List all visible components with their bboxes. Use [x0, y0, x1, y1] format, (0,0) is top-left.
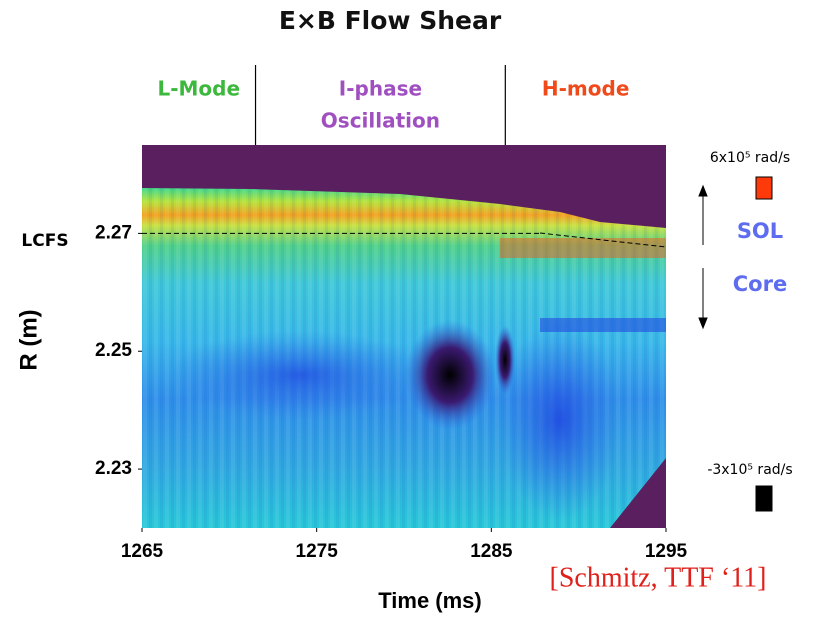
- colorbar-swatch: [755, 176, 773, 200]
- shear-region: [405, 320, 495, 430]
- x-tick-label: 1295: [645, 541, 688, 562]
- heatmap: [142, 145, 667, 528]
- shear-band: [540, 318, 666, 332]
- plot-background: [610, 458, 666, 528]
- shear-region: [495, 325, 515, 395]
- x-tick-label: 1285: [470, 541, 513, 562]
- shear-region: [170, 330, 430, 420]
- y-tick-label: 2.27: [95, 222, 132, 243]
- colorbar-swatch: [755, 485, 773, 512]
- lcfs-line: [539, 232, 667, 248]
- phase-label: Oscillation: [321, 109, 440, 133]
- chart-title: E×B Flow Shear: [279, 6, 502, 35]
- region-label: Core: [733, 272, 787, 296]
- phase-label: H-mode: [542, 77, 630, 101]
- y-axis-label: R (m): [15, 309, 42, 370]
- phase-label: L-Mode: [157, 77, 240, 101]
- region-label: SOL: [737, 219, 783, 243]
- shear-band: [500, 238, 666, 258]
- arrow: [698, 184, 708, 330]
- shear-region: [500, 320, 620, 520]
- citation: [Schmitz, TTF ‘11]: [550, 562, 767, 593]
- colorbar-label: -3x10⁵ rad/s: [707, 462, 792, 478]
- x-tick-label: 1275: [296, 541, 339, 562]
- y-tick-label: 2.23: [95, 458, 132, 479]
- colorbar-label: 6x10⁵ rad/s: [710, 150, 790, 166]
- x-axis-label: Time (ms): [378, 588, 482, 613]
- lcfs-label: LCFS: [21, 231, 68, 251]
- x-tick-label: 1265: [121, 541, 164, 562]
- y-tick-label: 2.25: [95, 340, 132, 361]
- phase-label: I-phase: [339, 77, 422, 101]
